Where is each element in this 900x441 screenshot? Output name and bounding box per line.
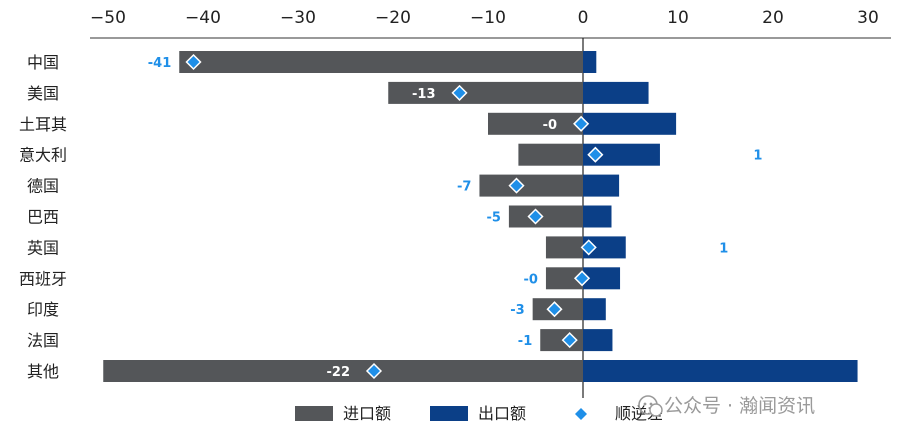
import-bar: [518, 143, 583, 166]
x-tick-label: −50: [90, 8, 126, 28]
category-label: 德国: [27, 177, 59, 196]
import-bar: [179, 51, 583, 73]
bars: [103, 51, 858, 382]
category-label: 土耳其: [19, 115, 67, 134]
balance-marker: [365, 362, 383, 380]
legend-label: 出口额: [478, 404, 526, 423]
legend-label: 进口额: [343, 404, 391, 423]
x-axis-ticks: −50 −40 −30 −20 −10 0 10 20 30: [90, 8, 879, 28]
x-tick-label: 30: [857, 8, 879, 28]
category-label: 西班牙: [19, 269, 67, 288]
data-label: 1: [753, 149, 762, 164]
balance-marker: [573, 115, 590, 132]
data-label: -13: [412, 87, 436, 102]
x-tick-label: 20: [762, 8, 784, 28]
legend-swatch: [295, 406, 333, 421]
x-tick-label: −40: [185, 8, 221, 28]
category-label: 其他: [27, 362, 59, 381]
category-label: 英国: [27, 238, 59, 257]
data-label: -5: [486, 211, 500, 226]
balance-marker: [573, 270, 591, 287]
legend-swatch: [430, 406, 468, 421]
balance-markers: [185, 53, 604, 380]
category-label: 意大利: [19, 146, 67, 165]
balance-marker: [185, 53, 202, 71]
data-labels: -41 -13 -0 1 -7 -5 1 -0 -3 -1 -22: [148, 56, 763, 380]
x-tick-label: −10: [470, 8, 506, 28]
balance-marker: [561, 332, 578, 349]
export-bar: [583, 360, 858, 382]
legend: 进口额 出口额 顺逆差: [295, 404, 663, 423]
export-bar: [583, 298, 606, 321]
import-bar: [488, 112, 583, 135]
legend-swatch: [575, 408, 587, 420]
x-tick-label: 10: [667, 8, 689, 28]
export-bar: [583, 236, 626, 259]
import-bar: [103, 360, 583, 382]
x-tick-label: 0: [578, 8, 589, 28]
import-bar: [545, 267, 583, 290]
export-bar: [583, 174, 620, 197]
import-bar: [508, 205, 583, 228]
balance-marker: [451, 84, 468, 101]
balance-marker: [580, 239, 597, 256]
x-tick-label: −20: [375, 8, 411, 28]
export-bar: [583, 329, 613, 352]
wechat-icon: [638, 395, 663, 417]
balance-marker: [508, 177, 525, 194]
data-label: -1: [518, 334, 532, 349]
export-bar: [583, 81, 649, 104]
category-label: 法国: [27, 331, 59, 350]
data-label: -3: [510, 303, 524, 318]
watermark-text: 公众号 · 瀚闻资讯: [664, 395, 815, 417]
balance-marker: [587, 146, 604, 163]
category-label: 美国: [27, 84, 59, 103]
import-bar: [388, 81, 583, 104]
export-bar: [583, 112, 677, 135]
balance-marker: [546, 301, 563, 318]
export-bar: [583, 143, 660, 166]
data-label: -0: [543, 118, 557, 133]
watermark: 公众号 · 瀚闻资讯: [638, 395, 815, 417]
balance-marker: [527, 208, 544, 225]
import-bar: [540, 329, 583, 352]
export-bar: [583, 267, 621, 290]
export-bar: [583, 51, 597, 73]
category-label: 印度: [27, 300, 59, 319]
category-label: 巴西: [27, 208, 59, 227]
import-bar: [479, 174, 583, 197]
import-bar: [545, 236, 583, 259]
data-label: -22: [327, 365, 351, 380]
x-tick-label: −30: [280, 8, 316, 28]
category-label: 中国: [27, 53, 59, 72]
export-bar: [583, 205, 612, 228]
data-label: -7: [457, 180, 471, 195]
data-label: -0: [523, 272, 537, 287]
data-label: 1: [719, 241, 728, 256]
data-label: -41: [148, 56, 172, 71]
